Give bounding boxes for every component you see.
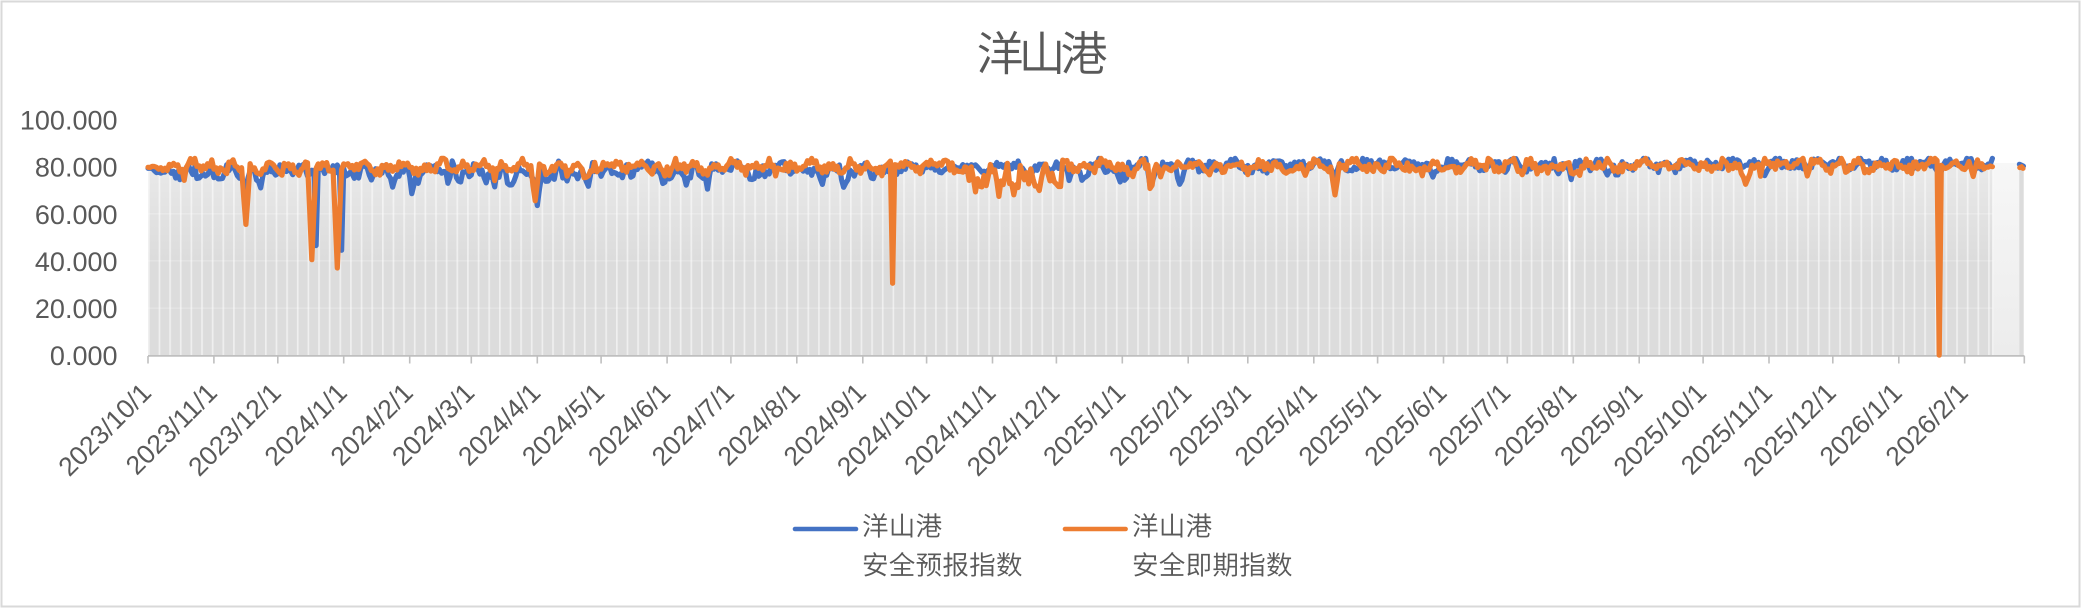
svg-text:80.000: 80.000 (35, 153, 118, 183)
svg-text:100.000: 100.000 (20, 106, 118, 136)
svg-text:60.000: 60.000 (35, 200, 118, 230)
svg-text:20.000: 20.000 (35, 294, 118, 324)
svg-text:40.000: 40.000 (35, 247, 118, 277)
svg-text:0.000: 0.000 (50, 341, 118, 371)
